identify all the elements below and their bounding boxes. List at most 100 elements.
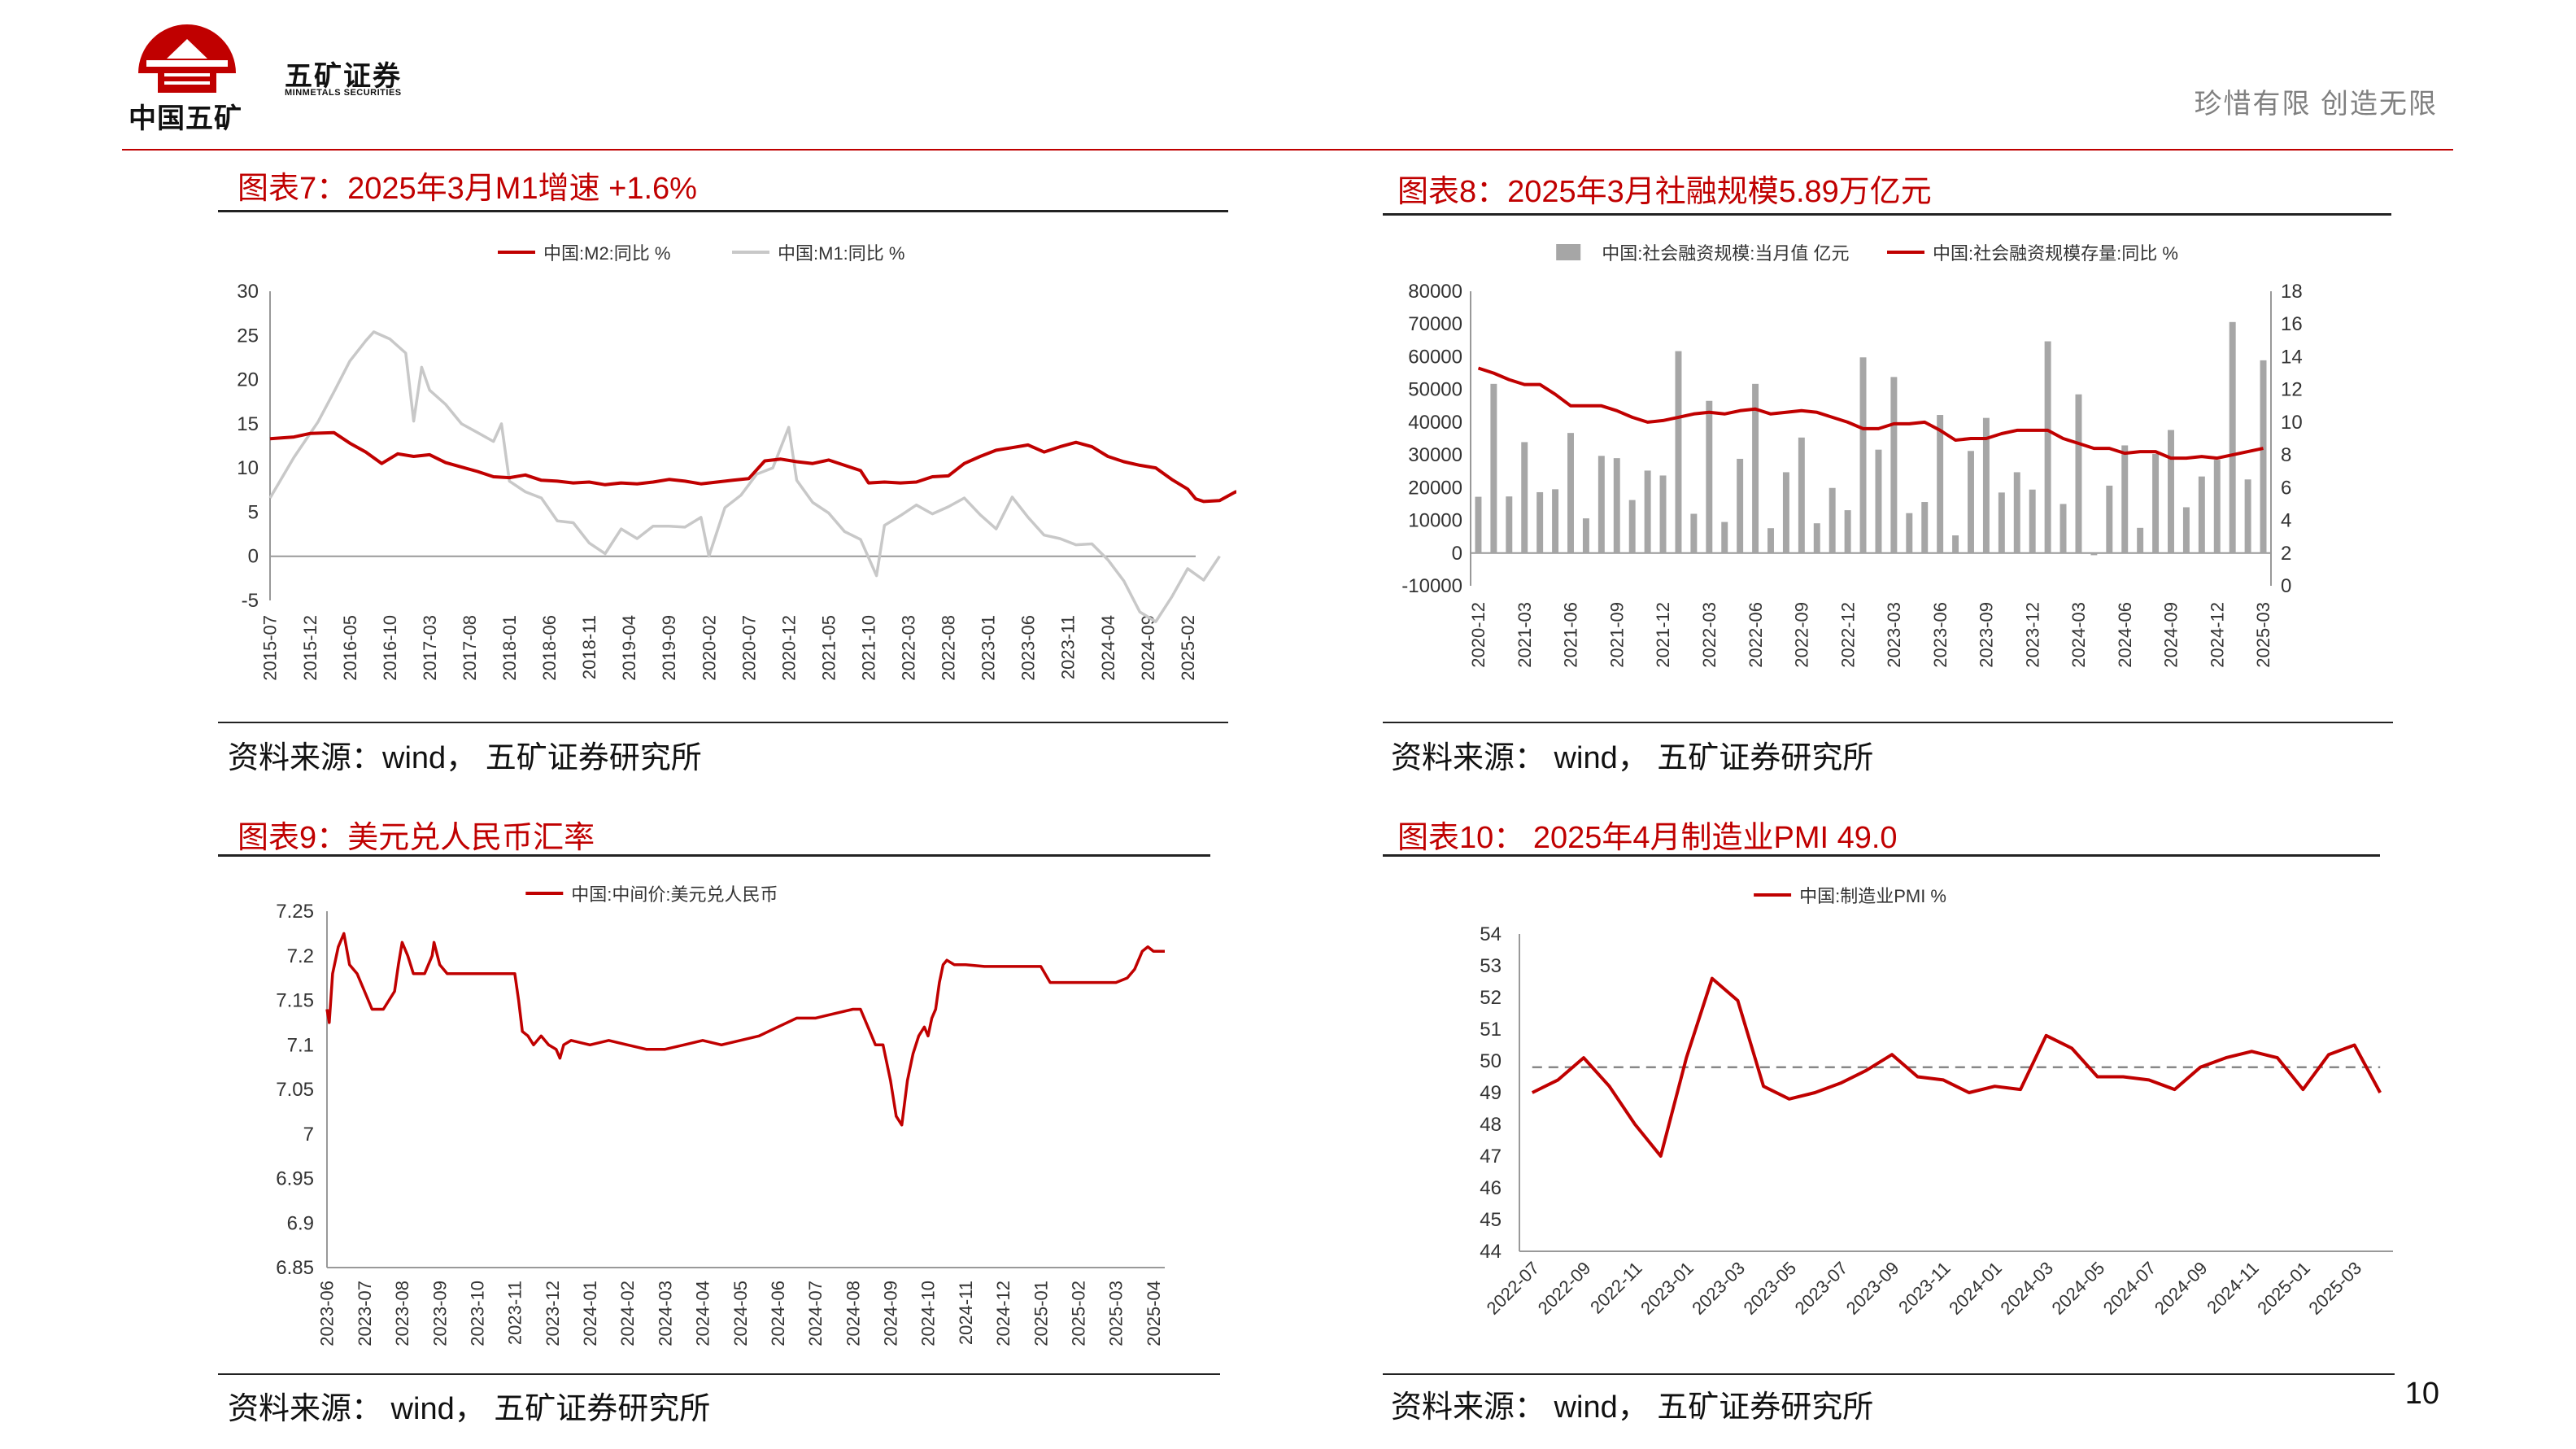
financing-bar (2244, 479, 2251, 553)
x-tick-label: 2024-03 (1996, 1258, 2057, 1319)
x-tick-label: 2024-03 (2068, 602, 2089, 668)
financing-bar (1567, 433, 1574, 553)
x-tick-label: 2024-11 (2203, 1258, 2263, 1318)
financing-bar (1536, 491, 1544, 553)
x-tick-label: 2023-03 (1884, 602, 1904, 668)
y-tick-label: 80000 (1408, 281, 1462, 303)
y-tick-label: 25 (237, 325, 259, 347)
financing-bar (1659, 475, 1667, 553)
y-tick-label: -5 (242, 590, 259, 612)
y-tick-label: 7.25 (276, 901, 314, 923)
y-tick-label: 45 (1480, 1209, 1502, 1231)
x-tick-label: 2024-07 (2099, 1258, 2160, 1319)
x-tick-label: 2016-05 (340, 615, 360, 681)
financing-bar (1952, 535, 1959, 553)
y-tick-label: 20000 (1408, 477, 1462, 499)
x-tick-label: 2024-04 (693, 1281, 713, 1346)
x-tick-label: 2022-09 (1534, 1258, 1595, 1319)
x-tick-label: 2021-10 (858, 615, 878, 681)
source-rule-8 (1383, 722, 2393, 723)
pmi-line (1531, 976, 2382, 1158)
x-tick-label: 2023-03 (1688, 1258, 1749, 1319)
x-tick-label: 2024-03 (655, 1281, 675, 1346)
header-divider (122, 149, 2453, 151)
x-tick-label: 2020-07 (739, 615, 759, 681)
x-tick-label: 2022-11 (1586, 1258, 1646, 1318)
y-tick-label: 10000 (1408, 510, 1462, 532)
x-tick-label: 2023-01 (979, 615, 999, 681)
brand-name: 五矿证券 (285, 61, 402, 92)
financing-bar (1582, 518, 1589, 553)
financing-bar (1890, 377, 1898, 553)
manufacturing-pmi-chart: 中国:制造业PMI % 54 53 52 51 50 49 48 47 46 45 442022-07… (1480, 886, 2393, 1319)
source-note-10: 资料来源： wind， 五矿证券研究所 (1391, 1390, 1874, 1425)
financing-bar (1552, 489, 1559, 553)
x-tick-label: 2024-01 (1945, 1258, 2006, 1319)
chart-title-10: 图表10： 2025年4月制造业PMI 49.0 (1397, 821, 1898, 855)
financing-bar (1644, 470, 1651, 553)
financing-bar (1937, 415, 1944, 553)
y-tick-label: 7.2 (287, 945, 314, 967)
x-tick-label: 2020-12 (778, 615, 799, 681)
y-tick-label: 50000 (1408, 379, 1462, 401)
x-tick-label: 2023-05 (1739, 1258, 1800, 1319)
financing-bar (2152, 453, 2160, 553)
x-tick-label: 2022-07 (1483, 1258, 1544, 1319)
financing-bar (1875, 449, 1882, 553)
x-tick-label: 2024-09 (881, 1281, 901, 1346)
y-tick-label: 15 (237, 413, 259, 435)
financing-bar (1921, 502, 1929, 553)
y-tick-label: 6.95 (276, 1168, 314, 1190)
financing-bar (2198, 476, 2205, 553)
x-tick-label: 2021-03 (1515, 602, 1535, 668)
usd-cny-chart: 中国:中间价:美元兑人民币 7.25 7.2 7.15 7.1 7.05 7 6.95 6.9 6… (276, 884, 1165, 1346)
source-note-9: 资料来源： wind， 五矿证券研究所 (228, 1392, 711, 1426)
x-tick-label: 2025-03 (2253, 602, 2273, 668)
source-rule-9 (218, 1373, 1220, 1375)
x-tick-label: 2023-10 (467, 1281, 487, 1346)
source-note-7: 资料来源：wind， 五矿证券研究所 (228, 741, 702, 775)
legend-label: 中国:中间价:美元兑人民币 (571, 884, 778, 905)
title-underline-7 (218, 210, 1228, 212)
x-tick-label: 2025-03 (1106, 1281, 1127, 1346)
y2-tick-label: 8 (2281, 444, 2291, 466)
y2-tick-label: 14 (2281, 346, 2303, 368)
x-tick-label: 2019-09 (659, 615, 679, 681)
financing-bar (1706, 400, 1713, 553)
financing-bar (1998, 492, 2005, 553)
x-tick-label: 2023-01 (1637, 1258, 1698, 1319)
x-tick-label: 2025-02 (1178, 615, 1198, 681)
financing-bar (2229, 321, 2236, 553)
y-tick-label: 5 (248, 501, 259, 523)
chart-title-7: 图表7：2025年3月M1增速 +1.6% (238, 172, 697, 206)
x-tick-label: 2018-06 (539, 615, 560, 681)
financing-bar (2213, 460, 2221, 553)
financing-bar (1844, 510, 1851, 553)
financing-bar (2090, 552, 2098, 556)
x-tick-label: 2025-01 (2253, 1258, 2314, 1319)
financing-bar (1906, 513, 1913, 553)
x-tick-label: 2016-10 (380, 615, 400, 681)
x-tick-label: 2024-11 (956, 1281, 976, 1345)
x-tick-label: 2018-11 (579, 615, 599, 679)
x-tick-label: 2025-04 (1144, 1281, 1164, 1346)
stock-growth-line (1477, 366, 2264, 460)
financing-bar (2029, 489, 2036, 553)
x-tick-label: 2023-08 (392, 1281, 412, 1346)
title-underline-10 (1383, 854, 2380, 857)
y-tick-label: 49 (1480, 1082, 1502, 1104)
legend-label: 中国:社会融资规模:当月值 亿元 (1602, 243, 1849, 264)
financing-bar (1613, 458, 1620, 553)
y2-tick-label: 16 (2281, 313, 2303, 335)
financing-bar (1737, 458, 1744, 553)
legend-swatch (1556, 244, 1581, 260)
y-tick-label: 44 (1480, 1241, 1502, 1263)
legend-label: 中国:M1:同比 % (778, 243, 904, 264)
y-tick-label: 53 (1480, 955, 1502, 977)
x-tick-label: 2020-02 (699, 615, 719, 681)
y-tick-label: 20 (237, 369, 259, 391)
financing-bar (1490, 383, 1497, 553)
x-tick-label: 2023-09 (1842, 1258, 1903, 1319)
financing-bar (1721, 522, 1728, 553)
series-line-m1 (268, 330, 1221, 623)
